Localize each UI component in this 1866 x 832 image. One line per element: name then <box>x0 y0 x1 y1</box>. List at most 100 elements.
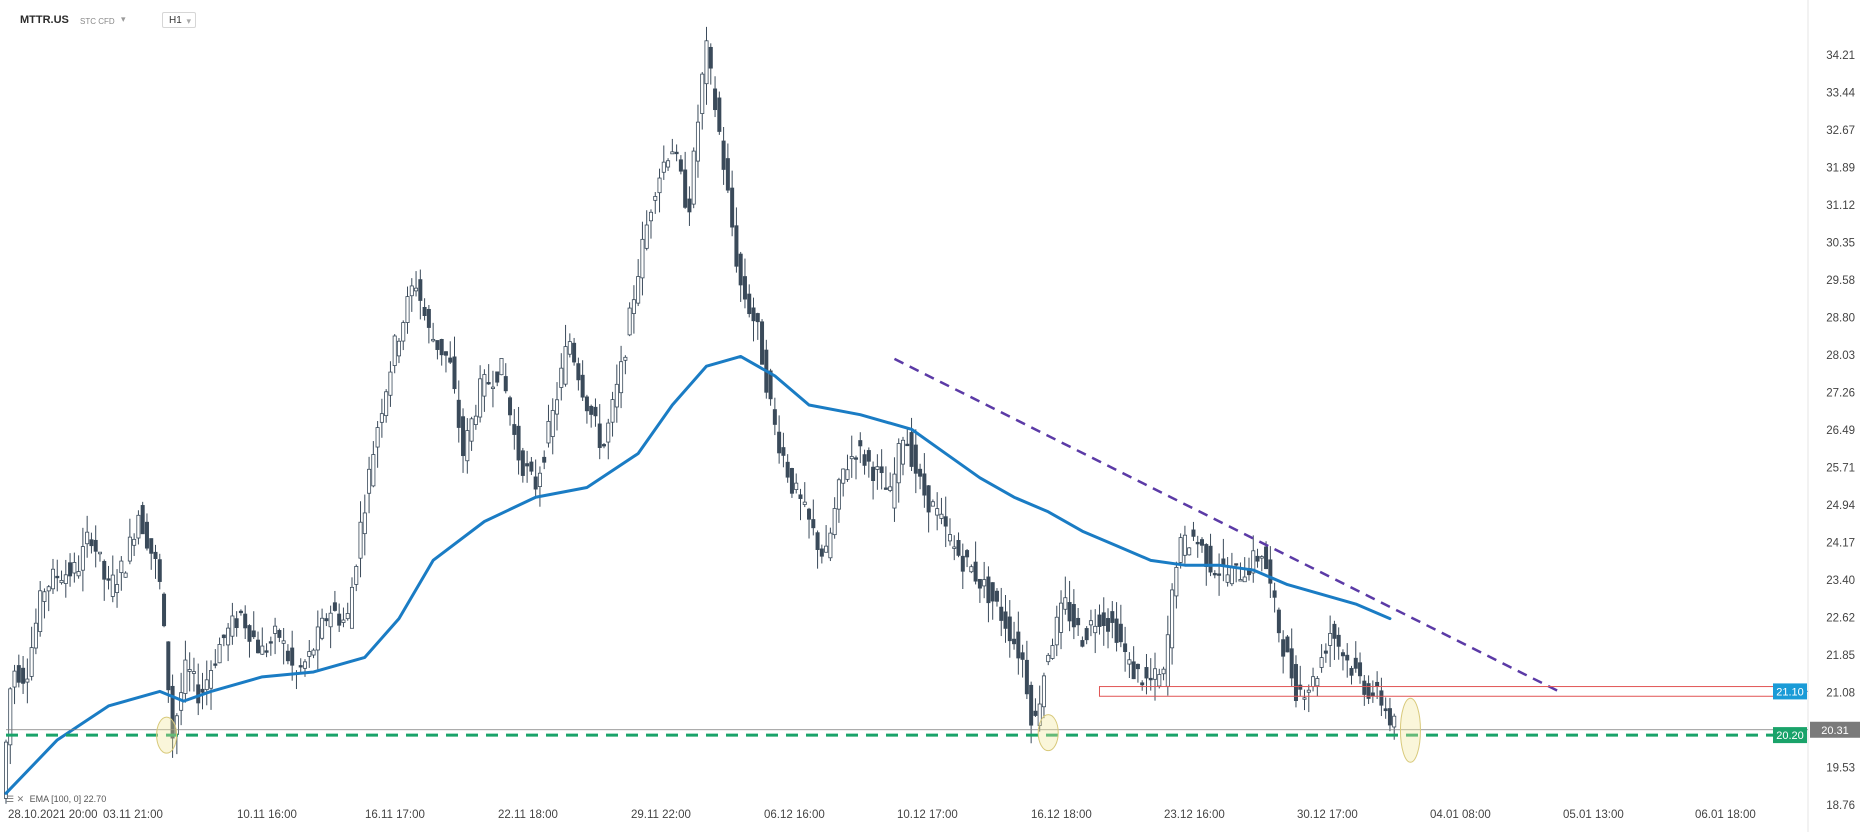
candle-down <box>1114 618 1119 643</box>
candle-up <box>362 512 367 535</box>
candle-down <box>1080 640 1085 647</box>
candle-down <box>986 576 991 604</box>
candle-up <box>273 625 278 634</box>
candle-up <box>33 622 38 649</box>
candle-down <box>1281 639 1286 657</box>
candle-up <box>136 514 141 539</box>
y-tick-label: 32.67 <box>1826 125 1855 137</box>
candle-down <box>1234 563 1239 566</box>
candle-up <box>695 121 700 162</box>
y-tick-label: 28.03 <box>1826 350 1855 362</box>
candle-down <box>926 485 931 513</box>
y-tick-label: 24.17 <box>1826 538 1855 550</box>
candle-down <box>1003 611 1008 629</box>
candle-down <box>1020 652 1025 660</box>
candle-up <box>217 644 222 664</box>
candle-up <box>388 371 393 396</box>
candle-down <box>1217 573 1222 576</box>
candle-up <box>546 420 551 444</box>
candle-down <box>1033 710 1038 716</box>
candle-up <box>1187 547 1192 556</box>
candle-up <box>700 73 705 114</box>
candle-up <box>392 335 397 366</box>
candle-down <box>858 440 863 447</box>
candle-up <box>845 469 850 480</box>
candle-up <box>1157 674 1162 687</box>
candle-up <box>619 361 624 394</box>
symbol-label: MTTR.US <box>20 14 69 26</box>
candle-down <box>1148 677 1153 681</box>
y-tick-label: 34.21 <box>1826 50 1855 62</box>
candle-down <box>819 548 824 557</box>
candle-down <box>1358 662 1363 677</box>
candle-down <box>106 578 111 581</box>
candle-up <box>1319 657 1324 668</box>
candle-down <box>725 158 730 191</box>
candle-down <box>572 342 577 363</box>
candle-down <box>1289 648 1294 679</box>
ema-legend-label: EMA [100, 0] 22.70 <box>29 794 107 804</box>
candle-down <box>1323 650 1328 654</box>
candle-down <box>883 487 888 490</box>
candle-up <box>1170 589 1175 649</box>
candle-down <box>443 351 448 356</box>
candle-down <box>918 468 923 477</box>
candle-up <box>1161 668 1166 675</box>
candle-down <box>717 97 722 132</box>
candle-up <box>657 177 662 194</box>
y-tick-label: 29.58 <box>1826 275 1855 287</box>
candle-down <box>973 561 978 582</box>
candle-up <box>42 591 47 602</box>
indicator-settings-icon[interactable]: ☰ ✕ <box>6 794 25 804</box>
candle-up <box>802 501 807 505</box>
timeframe-selector[interactable]: H1 ▾ <box>162 12 196 28</box>
candle-up <box>1392 715 1397 728</box>
candle-down <box>990 582 995 602</box>
candle-up <box>559 367 564 388</box>
candle-down <box>1379 690 1384 706</box>
candle-down <box>426 308 431 328</box>
candle-down <box>1131 661 1136 680</box>
candle-down <box>576 363 581 381</box>
candle-up <box>183 659 188 694</box>
candle-down <box>1332 623 1337 639</box>
candle-down <box>21 667 26 684</box>
candle-up <box>627 307 632 336</box>
candle-down <box>1370 692 1375 697</box>
candle-down <box>196 684 201 704</box>
candle-down <box>1366 683 1371 699</box>
candle-up <box>704 40 709 85</box>
candle-up <box>1259 556 1264 559</box>
candle-up <box>379 413 384 423</box>
candle-down <box>1255 555 1260 562</box>
candle-up <box>537 472 542 487</box>
candle-up <box>80 546 85 571</box>
candle-down <box>1195 541 1200 545</box>
candle-up <box>661 161 666 173</box>
candle-down <box>1208 545 1213 573</box>
candle-down <box>738 253 743 286</box>
y-tick-label: 21.85 <box>1826 650 1855 662</box>
candle-up <box>469 418 474 442</box>
candle-down <box>418 279 423 301</box>
candle-up <box>315 626 320 651</box>
candle-down <box>234 618 239 629</box>
x-tick-label: 10.11 16:00 <box>237 809 297 821</box>
candle-up <box>555 399 560 415</box>
candle-up <box>982 579 987 587</box>
candle-down <box>1345 654 1350 661</box>
candle-up <box>1178 537 1183 563</box>
candle-down <box>1123 643 1128 653</box>
candle-up <box>4 741 9 799</box>
candle-up <box>63 574 68 584</box>
candle-down <box>854 457 859 460</box>
instrument-dropdown-icon[interactable]: ▾ <box>121 14 126 24</box>
indicator-legend[interactable]: ☰ ✕ EMA [100, 0] 22.70 <box>6 794 106 805</box>
x-tick-label: 03.11 21:00 <box>103 809 163 821</box>
candle-down <box>905 443 910 447</box>
candle-up <box>644 224 649 249</box>
candle-down <box>1024 659 1029 695</box>
candle-down <box>960 555 965 572</box>
candle-down <box>1276 609 1281 634</box>
